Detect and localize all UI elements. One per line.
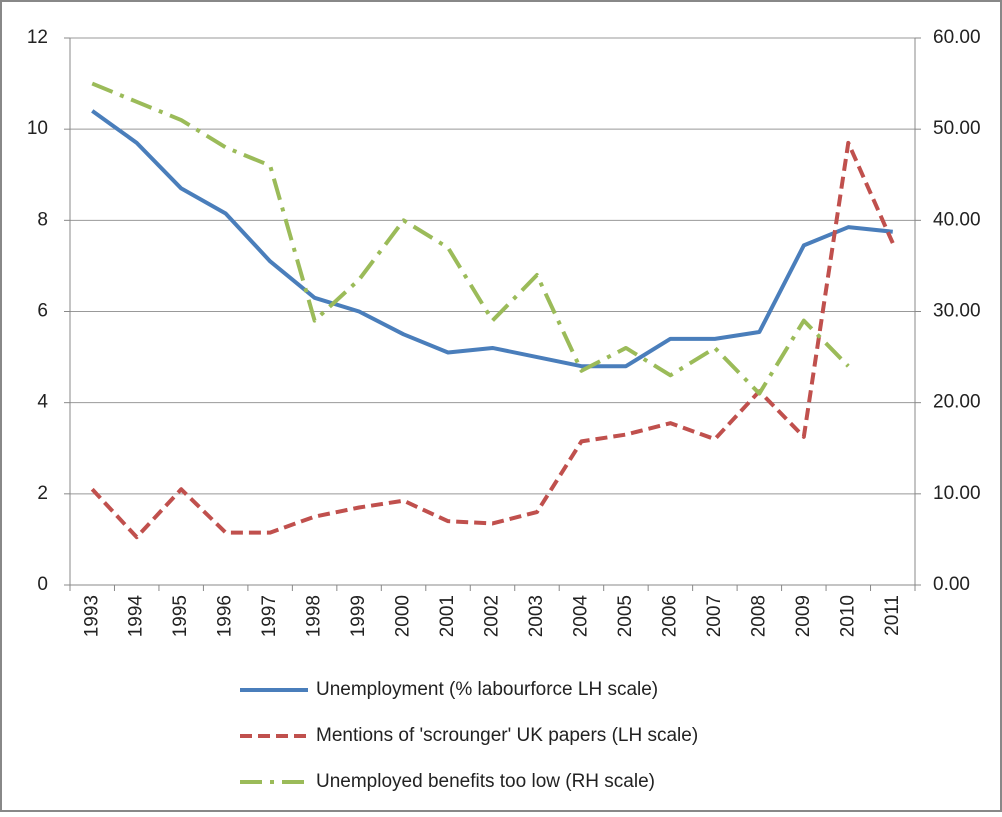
x-tick-label: 1997 <box>259 595 280 637</box>
x-tick-label: 2010 <box>837 595 858 637</box>
x-tick-label: 2007 <box>704 595 725 637</box>
x-tick-label: 2006 <box>659 595 680 637</box>
y2-tick-label: 50.00 <box>933 118 981 139</box>
y-tick-label: 0 <box>37 574 48 595</box>
x-tick-label: 1995 <box>170 595 191 637</box>
x-tick-label: 2001 <box>437 595 458 637</box>
x-tick-label: 2000 <box>393 595 414 637</box>
x-tick-label: 2009 <box>793 595 814 637</box>
y2-tick-label: 60.00 <box>933 27 981 48</box>
y-tick-label: 12 <box>27 27 48 48</box>
x-tick-label: 2005 <box>615 595 636 637</box>
y-tick-label: 6 <box>37 301 48 322</box>
x-tick-label: 1993 <box>81 595 102 637</box>
y-tick-label: 4 <box>37 392 48 413</box>
y-tick-label: 10 <box>27 118 48 139</box>
x-tick-label: 1998 <box>304 595 325 637</box>
y-tick-label: 2 <box>37 483 48 504</box>
series-line <box>91 109 893 369</box>
x-tick-label: 2008 <box>748 595 769 637</box>
y2-tick-label: 0.00 <box>933 574 970 595</box>
x-tick-label: 2011 <box>882 595 903 636</box>
y2-tick-label: 30.00 <box>933 301 981 322</box>
legend-label: Unemployed benefits too low (RH scale) <box>316 771 655 792</box>
y-tick-label: 8 <box>37 209 48 230</box>
x-tick-label: 1999 <box>348 595 369 637</box>
legend-label: Unemployment (% labourforce LH scale) <box>316 679 658 700</box>
x-tick-label: 2003 <box>526 595 547 637</box>
y2-tick-label: 10.00 <box>933 483 981 504</box>
x-tick-label: 2002 <box>482 595 503 637</box>
series-line <box>91 81 850 396</box>
x-tick-label: 2004 <box>570 595 591 638</box>
legend-label: Mentions of 'scrounger' UK papers (LH sc… <box>316 725 698 746</box>
x-tick-label: 1996 <box>215 595 236 637</box>
y2-tick-label: 20.00 <box>933 392 981 413</box>
y2-tick-label: 40.00 <box>933 209 981 230</box>
x-tick-label: 1994 <box>126 595 147 638</box>
